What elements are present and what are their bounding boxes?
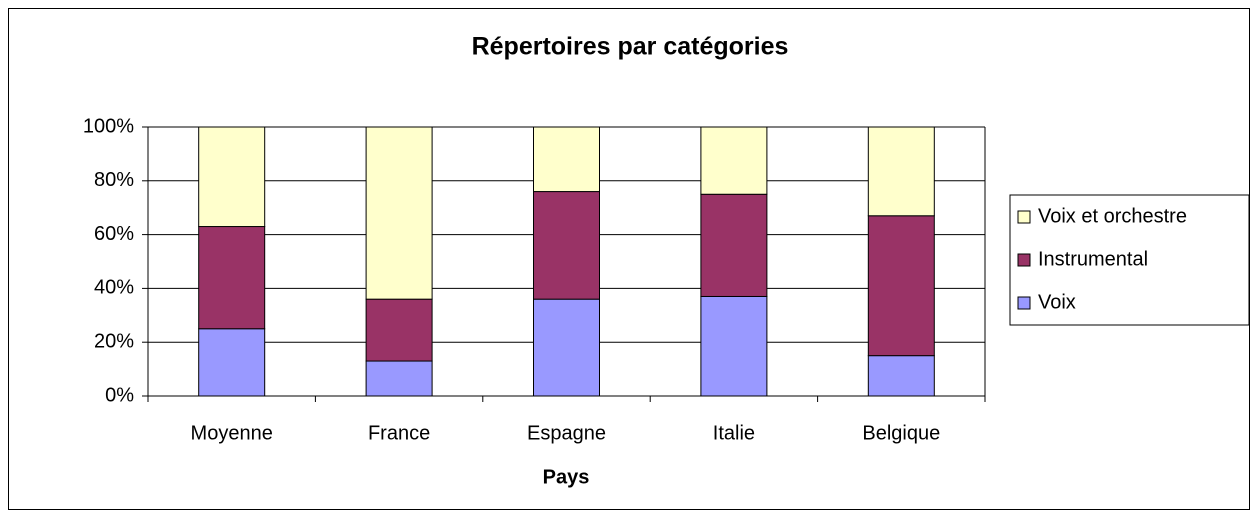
bar-segment [533, 191, 600, 300]
bar-segment [867, 355, 935, 397]
x-tick-label: Moyenne [191, 422, 273, 444]
bar-segment [365, 298, 433, 362]
y-tick-label: 20% [94, 330, 134, 352]
x-tick-label: Belgique [862, 422, 940, 444]
bar-segment [365, 126, 433, 300]
y-tick-label: 40% [94, 277, 134, 299]
legend-box [1009, 194, 1250, 326]
bar-segment [533, 126, 600, 193]
chart-title: Répertoires par catégories [472, 33, 789, 61]
bar-segment [198, 226, 266, 330]
legend-swatch [1017, 253, 1031, 267]
y-tick-label: 60% [94, 223, 134, 245]
bar-segment [867, 215, 935, 357]
x-tick-label: Espagne [527, 422, 606, 444]
y-tick-label: 100% [83, 115, 134, 137]
x-tick-label: France [368, 422, 430, 444]
y-tick-label: 80% [94, 169, 134, 191]
bar-segment [533, 298, 600, 397]
legend-swatch [1017, 296, 1031, 310]
bar-segment [867, 126, 935, 217]
x-axis-title: Pays [543, 466, 590, 488]
bar-segment [700, 295, 768, 397]
bar-segment [700, 193, 768, 297]
legend-swatch [1017, 210, 1031, 224]
bar-segment [198, 126, 266, 228]
bar-segment [365, 360, 433, 397]
y-tick-label: 0% [105, 384, 134, 406]
legend-label: Voix et orchestre [1038, 205, 1187, 227]
legend-label: Instrumental [1038, 248, 1148, 270]
bar-segment [700, 126, 768, 195]
legend-label: Voix [1038, 291, 1076, 313]
x-tick-label: Italie [713, 422, 755, 444]
bar-segment [198, 328, 266, 397]
